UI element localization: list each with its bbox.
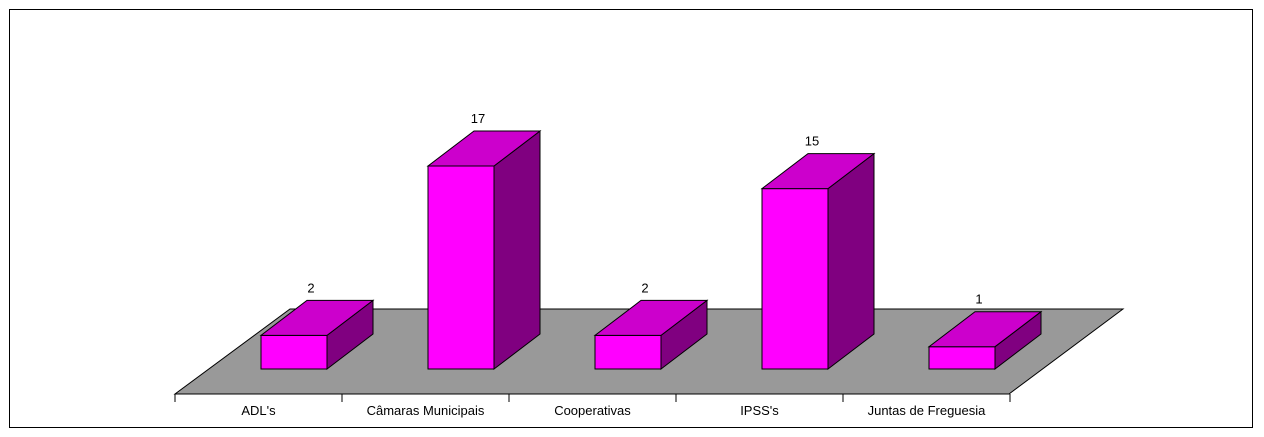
category-label: Juntas de Freguesia [868, 403, 987, 418]
data-label: 1 [975, 292, 982, 307]
bar-front-face [427, 165, 495, 370]
bar-top-face [593, 299, 709, 336]
bar-front-face [761, 188, 829, 370]
x-ticks-group [174, 394, 1011, 402]
category-label: Cooperativas [554, 403, 631, 418]
bar-front-face [928, 346, 996, 370]
bar-front-face [260, 334, 328, 370]
data-label: 15 [805, 134, 819, 149]
category-label: ADL's [241, 403, 276, 418]
category-label: Câmaras Municipais [367, 403, 485, 418]
bars-group [259, 129, 1043, 371]
bar-top-face [259, 299, 375, 336]
bar-top-face [760, 153, 876, 190]
bar-side-face [827, 152, 875, 371]
bar-4 [927, 310, 1043, 371]
bar-front-face [594, 334, 662, 370]
bar-2 [593, 299, 709, 371]
category-labels-group: ADL's Câmaras Municipais Cooperativas IPSS'… [241, 403, 986, 418]
bar-top-face [927, 311, 1043, 348]
bar-3 [760, 152, 876, 371]
bar-0 [259, 299, 375, 371]
data-label: 2 [307, 280, 314, 295]
category-label: IPSS's [740, 403, 779, 418]
bar-1 [426, 129, 542, 371]
data-label: 17 [471, 111, 485, 126]
data-label: 2 [641, 280, 648, 295]
bar-side-face [493, 129, 541, 371]
data-labels-group: 2 17 2 15 1 [307, 111, 982, 307]
bar-top-face [426, 130, 542, 167]
